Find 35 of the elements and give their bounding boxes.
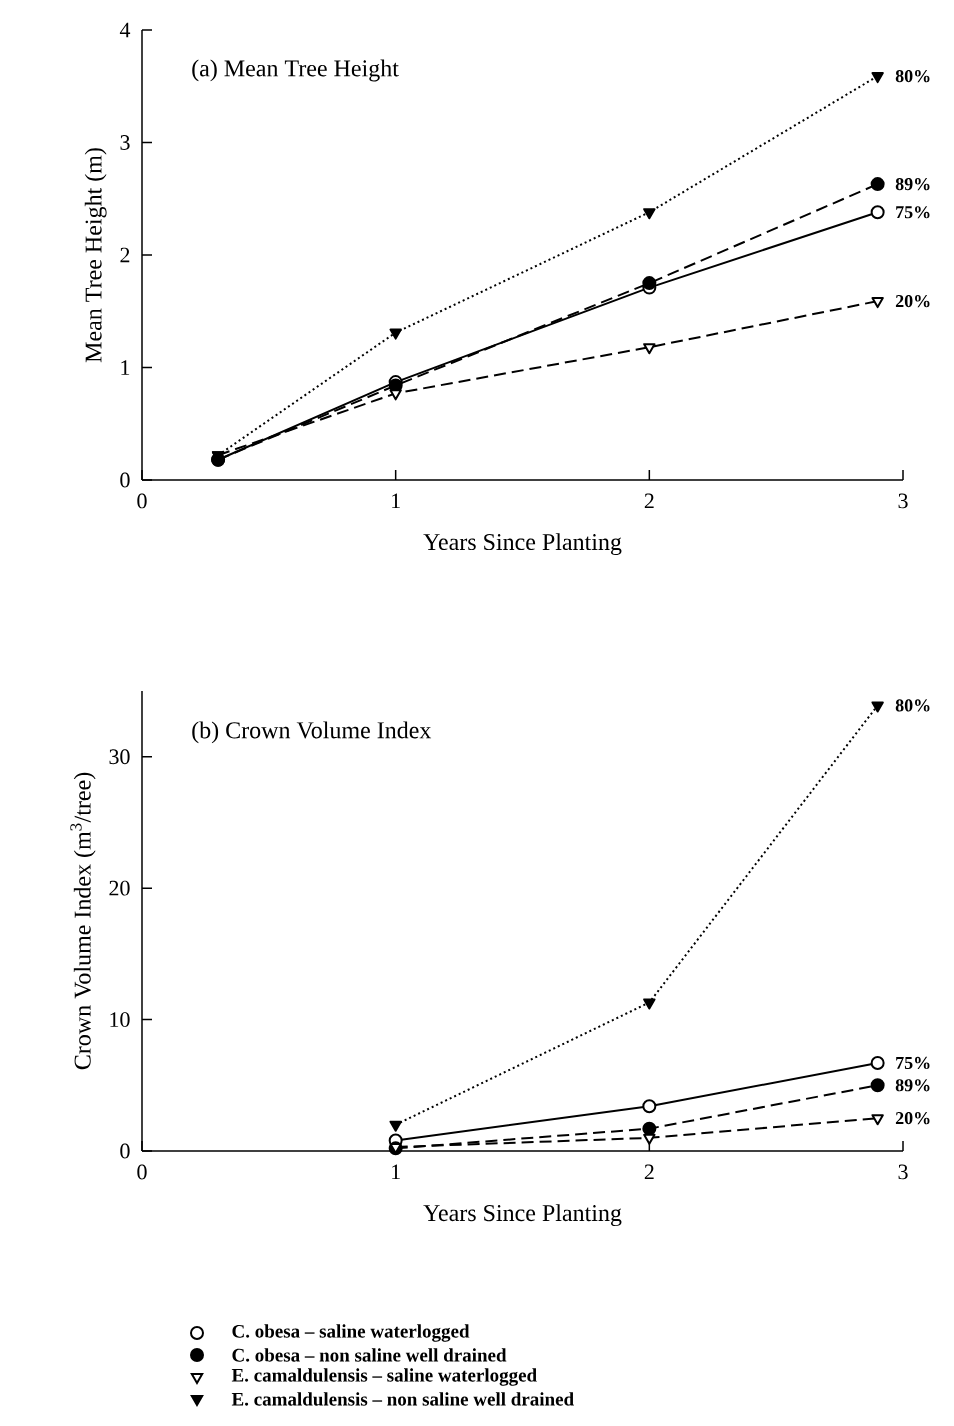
y-tick-label: 2 [120, 247, 130, 263]
x-tick-label: 1 [392, 493, 400, 509]
x-tick-label: 3 [898, 493, 908, 509]
legend-label: E. camaldulensis – saline waterlogged [231, 1368, 537, 1386]
x-tick-label: 2 [644, 1164, 654, 1180]
annotation: 75% [896, 1056, 930, 1070]
annotation: 80% [895, 699, 930, 712]
annotation: 89% [895, 1079, 930, 1092]
annotation: 80% [895, 70, 930, 83]
y-tick-label: 0 [120, 1143, 130, 1159]
y-tick-label: 10 [110, 1012, 130, 1027]
x-tick-label: 0 [137, 493, 147, 509]
legend-label: C. obesa – saline waterlogged [232, 1324, 470, 1342]
legend-label: E. camaldulensis – non saline well drained [231, 1392, 574, 1406]
y-tick-label: 4 [119, 22, 131, 38]
y-tick-label: 1 [121, 360, 130, 375]
annotation: 75% [896, 206, 930, 219]
legend-label: C. obesa – non saline well drained [232, 1348, 507, 1362]
text: (a) Mean Tree Height [192, 59, 399, 82]
annotation: 20% [895, 295, 930, 308]
x-tick-label: 3 [898, 1164, 908, 1180]
text: (b) Crown Volume Index [192, 721, 432, 744]
y-tick-label: 3 [120, 135, 130, 150]
y-axis-title: Mean Tree Height (m) [84, 148, 107, 363]
annotation: 20% [895, 1112, 930, 1125]
x-axis-title: Years Since Planting [423, 533, 622, 556]
y-tick-label: 20 [109, 880, 130, 896]
x-tick-label: 1 [392, 1164, 400, 1180]
x-tick-label: 2 [644, 493, 654, 509]
y-axis-title: Crown Volume Index (m$^{3}$/tree) [70, 772, 96, 1070]
x-axis-title: Years Since Planting [423, 1204, 622, 1227]
x-tick-label: 0 [137, 1164, 147, 1180]
y-tick-label: 30 [109, 749, 130, 765]
y-tick-label: 0 [120, 472, 130, 488]
annotation: 89% [895, 178, 930, 191]
